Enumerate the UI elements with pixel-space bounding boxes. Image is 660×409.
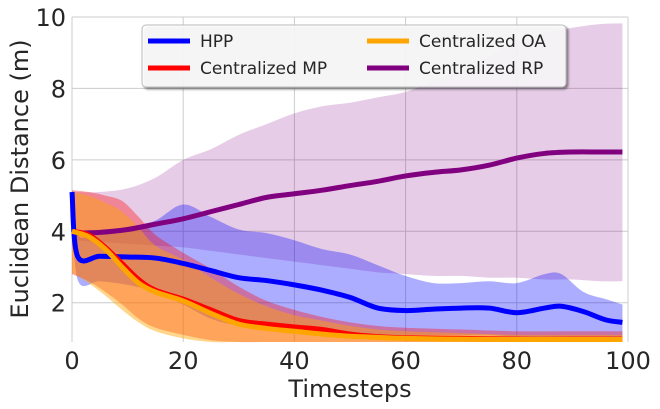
band-centralized-rp [72, 23, 623, 282]
band-centralized-mp [72, 190, 623, 343]
series-lines [69, 149, 623, 343]
line-centralized-oa [71, 228, 623, 343]
band-hpp [72, 188, 623, 337]
confidence-bands [72, 23, 623, 343]
x-tick-label: 60 [390, 347, 421, 375]
line-hpp [69, 191, 623, 325]
legend-items: HPP Centralized OA Centralized MP Centraliz… [148, 32, 546, 79]
band-centralized-oa [72, 192, 623, 343]
tick-labels: 0 20 40 60 80 100 2 4 6 8 10 [35, 4, 650, 375]
y-axis-label: Euclidean Distance (m) [6, 39, 34, 318]
y-tick-label: 2 [51, 290, 66, 318]
x-tick-label: 0 [64, 347, 79, 375]
y-tick-label: 6 [51, 147, 66, 175]
legend-label-centralized-rp: Centralized RP [419, 59, 543, 79]
line-centralized-rp [71, 149, 623, 236]
x-tick-label: 100 [605, 347, 651, 375]
x-axis-label: Timesteps [287, 375, 411, 403]
x-tick-label: 20 [168, 347, 199, 375]
y-tick-label: 10 [35, 4, 66, 32]
legend-label-hpp: HPP [200, 32, 233, 52]
x-tick-label: 40 [279, 347, 310, 375]
legend: HPP Centralized OA Centralized MP Centraliz… [141, 24, 567, 88]
legend-label-centralized-oa: Centralized OA [419, 32, 546, 52]
legend-box [141, 24, 567, 88]
y-tick-label: 8 [51, 75, 66, 103]
y-tick-label: 4 [51, 218, 66, 246]
x-tick-label: 80 [502, 347, 533, 375]
legend-label-centralized-mp: Centralized MP [200, 59, 327, 79]
